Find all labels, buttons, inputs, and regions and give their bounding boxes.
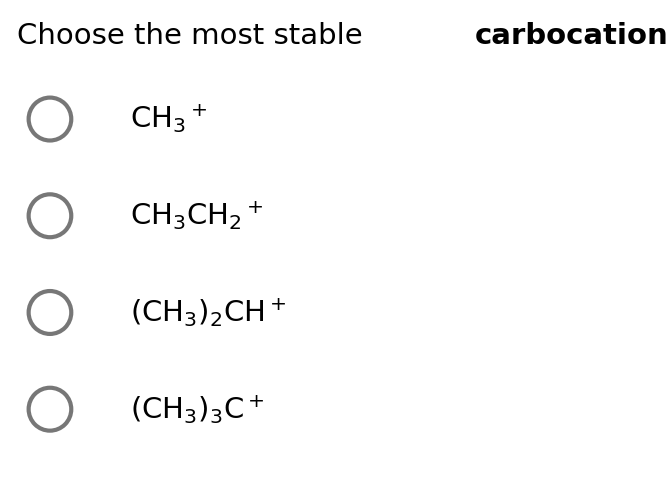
Text: (CH$_3$)$_3$C$^+$: (CH$_3$)$_3$C$^+$ (130, 393, 264, 426)
Text: (CH$_3$)$_2$CH$^+$: (CH$_3$)$_2$CH$^+$ (130, 296, 286, 329)
Text: carbocation: carbocation (475, 22, 666, 50)
Text: CH$_3$CH$_2$$^+$: CH$_3$CH$_2$$^+$ (130, 199, 264, 232)
Text: CH$_3$$^+$: CH$_3$$^+$ (130, 103, 207, 135)
Text: Choose the most stable: Choose the most stable (17, 22, 372, 50)
